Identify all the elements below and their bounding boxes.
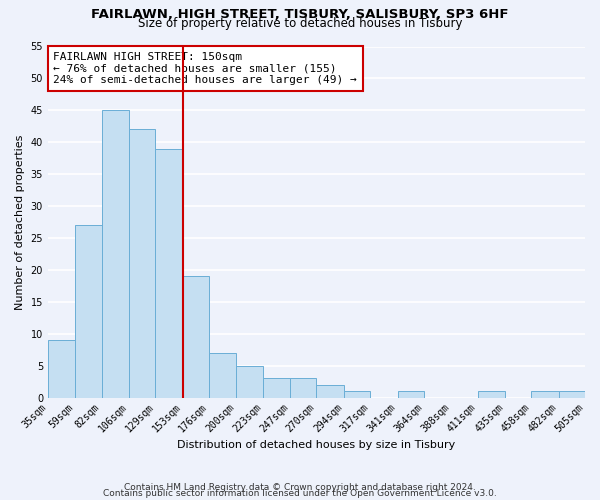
Bar [531,391,559,398]
Bar [316,385,344,398]
Text: FAIRLAWN HIGH STREET: 150sqm
← 76% of detached houses are smaller (155)
24% of s: FAIRLAWN HIGH STREET: 150sqm ← 76% of de… [53,52,357,85]
Text: FAIRLAWN, HIGH STREET, TISBURY, SALISBURY, SP3 6HF: FAIRLAWN, HIGH STREET, TISBURY, SALISBUR… [91,8,509,20]
Text: Contains public sector information licensed under the Open Government Licence v3: Contains public sector information licen… [103,490,497,498]
Bar [290,378,316,398]
Bar [263,378,290,398]
Bar [183,276,209,398]
X-axis label: Distribution of detached houses by size in Tisbury: Distribution of detached houses by size … [178,440,455,450]
Bar [398,391,424,398]
Bar [478,391,505,398]
Bar [209,353,236,398]
Bar [559,391,585,398]
Bar [236,366,263,398]
Bar [101,110,129,398]
Bar [344,391,370,398]
Text: Size of property relative to detached houses in Tisbury: Size of property relative to detached ho… [138,18,462,30]
Bar [76,225,101,398]
Bar [48,340,76,398]
Y-axis label: Number of detached properties: Number of detached properties [15,134,25,310]
Bar [129,130,155,398]
Text: Contains HM Land Registry data © Crown copyright and database right 2024.: Contains HM Land Registry data © Crown c… [124,484,476,492]
Bar [155,148,183,398]
